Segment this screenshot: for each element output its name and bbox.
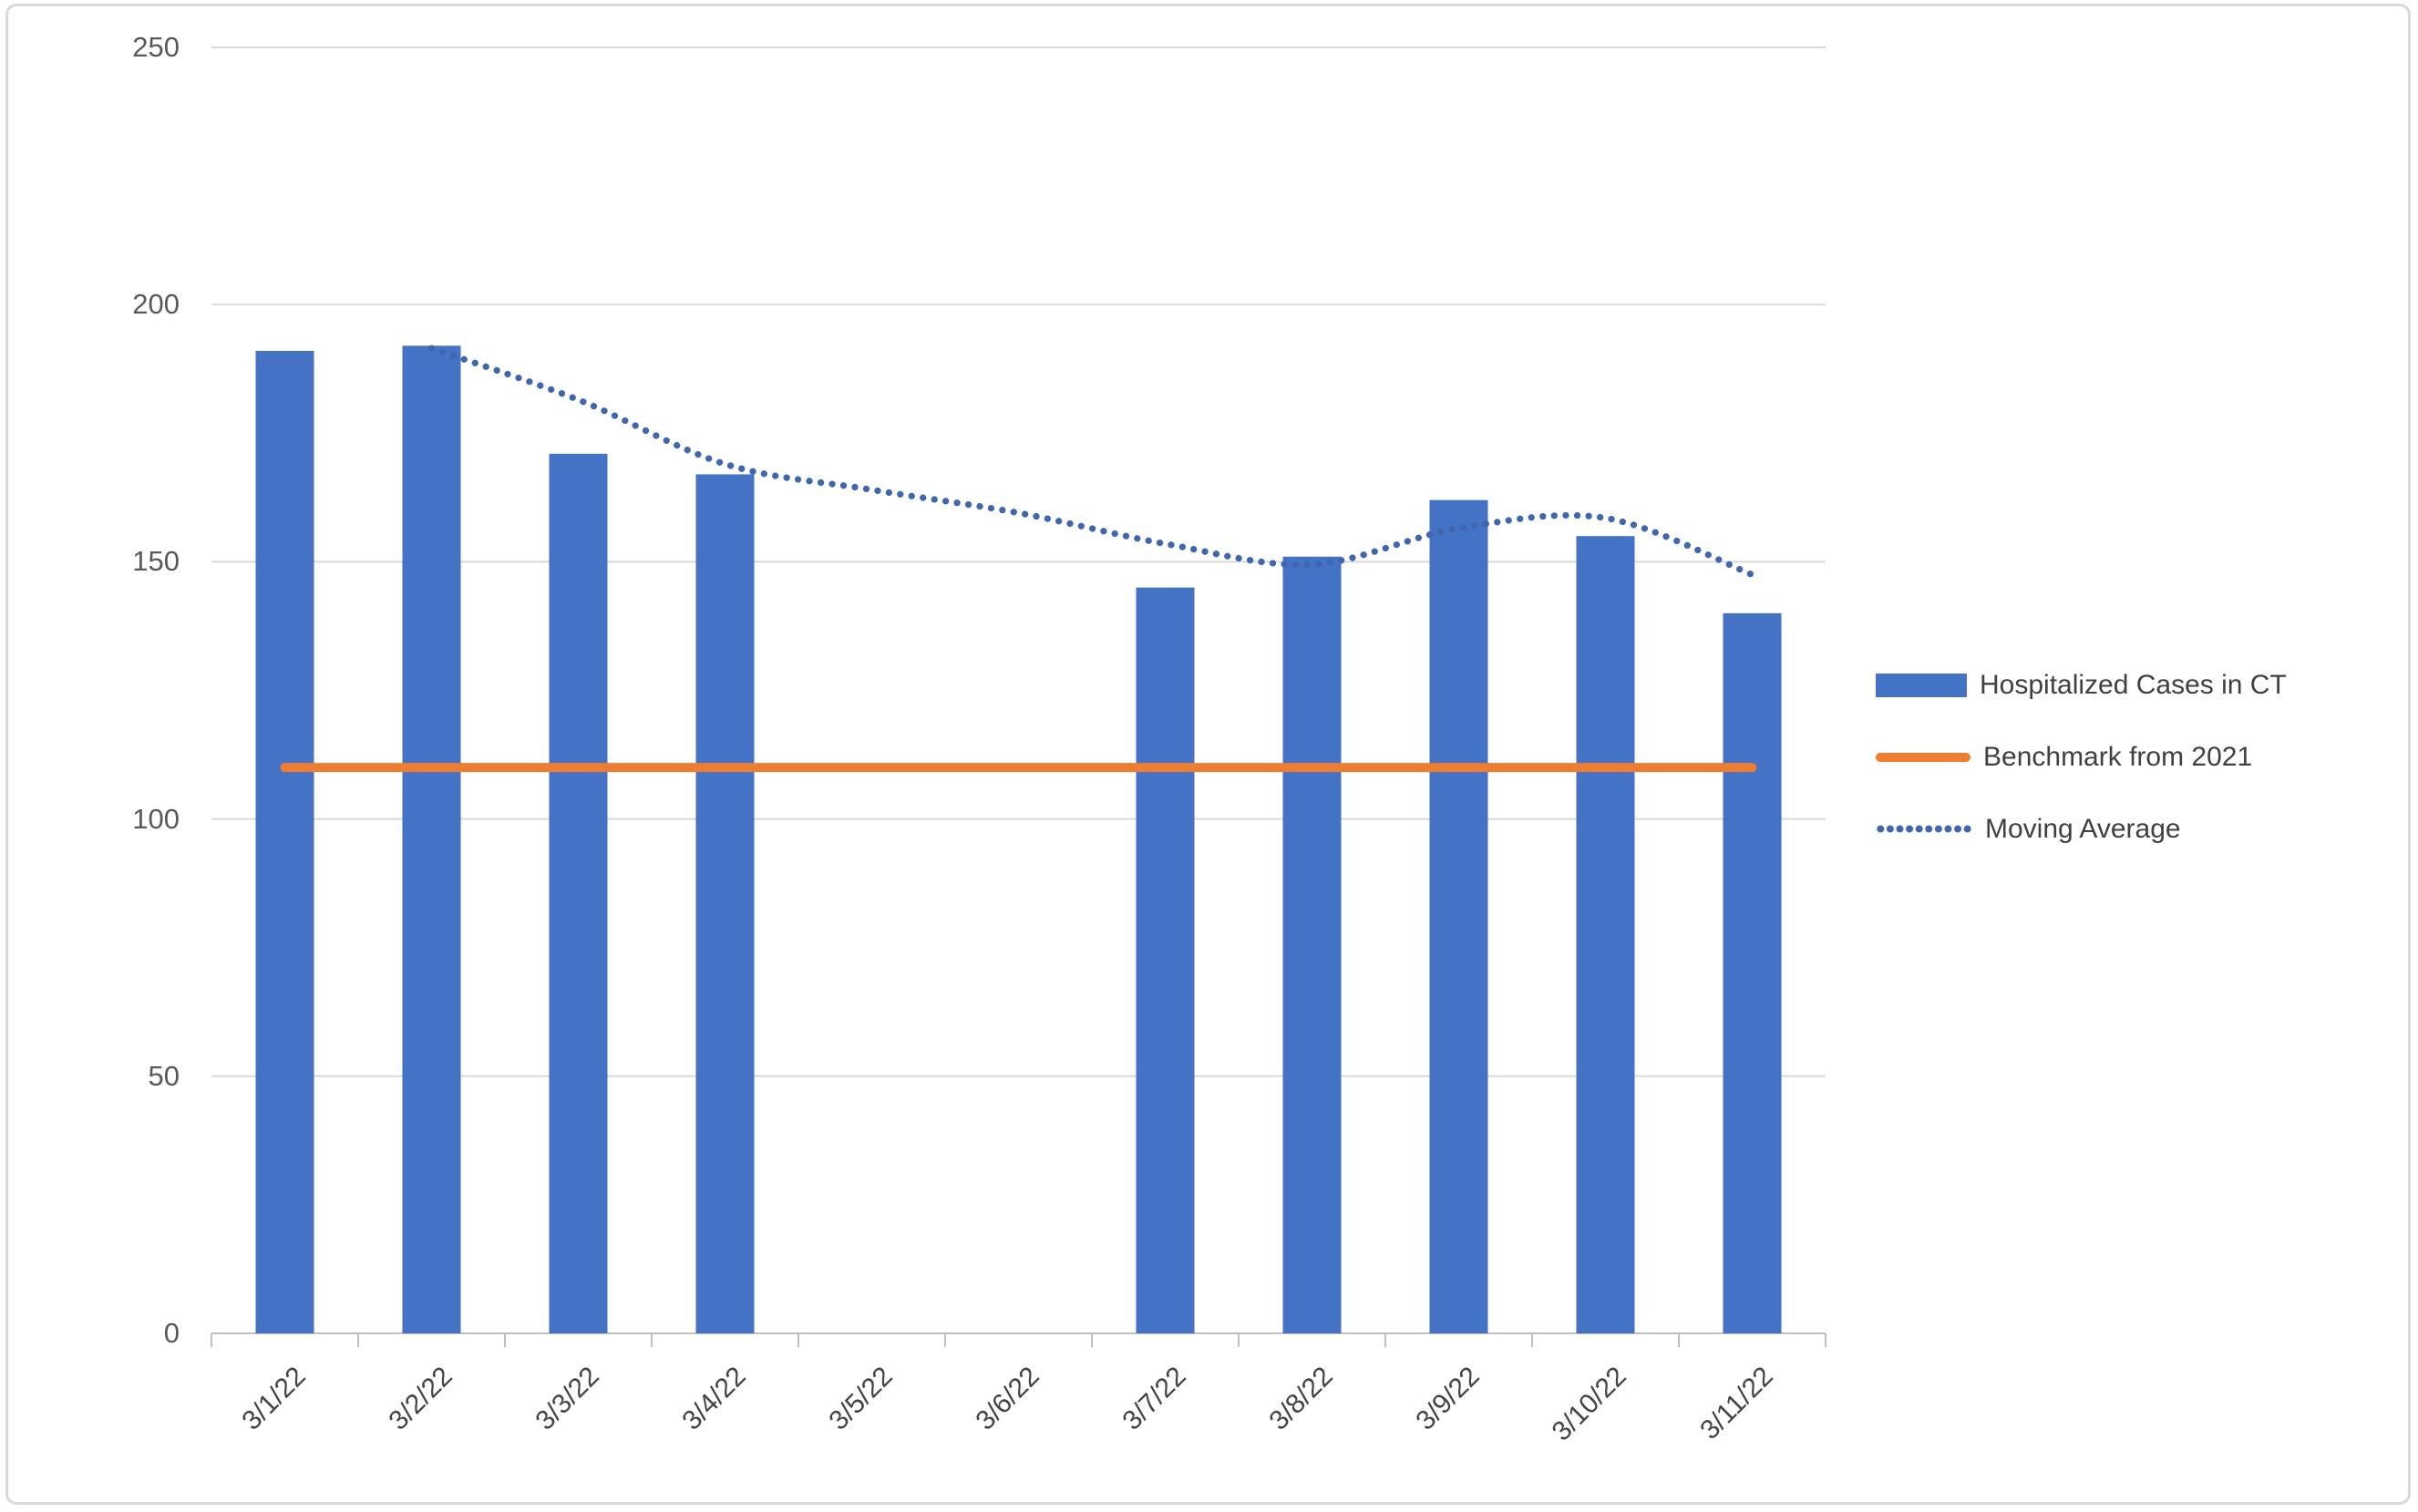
bar-3-3-22	[549, 453, 608, 1334]
legend-label-benchmark: Benchmark from 2021	[1983, 741, 2253, 772]
bar-3-4-22	[695, 474, 755, 1333]
y-tick-label-200: 200	[132, 288, 180, 321]
bar-3-9-22	[1429, 499, 1488, 1333]
legend-dotted-swatch-icon	[1876, 825, 1972, 833]
y-tick-label-0: 0	[163, 1317, 180, 1349]
bar-3-2-22	[402, 345, 461, 1333]
bar-3-8-22	[1282, 556, 1342, 1333]
y-tick-label-100: 100	[132, 802, 180, 835]
moving-average-line	[427, 345, 1756, 579]
y-tick-label-150: 150	[132, 545, 180, 578]
legend: Hospitalized Cases in CT Benchmark from …	[1876, 649, 2287, 865]
bar-3-1-22	[255, 350, 314, 1334]
y-tick-label-50: 50	[148, 1059, 180, 1092]
y-tick-label-250: 250	[132, 31, 180, 63]
legend-line-swatch-icon	[1876, 752, 1970, 762]
bar-3-10-22	[1576, 536, 1635, 1333]
legend-item-hospitalized-cases: Hospitalized Cases in CT	[1876, 649, 2287, 721]
bar-3-7-22	[1136, 587, 1195, 1333]
legend-label-hospitalized-cases: Hospitalized Cases in CT	[1980, 669, 2287, 700]
legend-bar-swatch-icon	[1876, 673, 1967, 697]
bar-3-11-22	[1723, 612, 1782, 1333]
legend-label-moving-average: Moving Average	[1985, 813, 2181, 844]
legend-item-moving-average: Moving Average	[1876, 793, 2287, 865]
legend-item-benchmark: Benchmark from 2021	[1876, 721, 2287, 793]
